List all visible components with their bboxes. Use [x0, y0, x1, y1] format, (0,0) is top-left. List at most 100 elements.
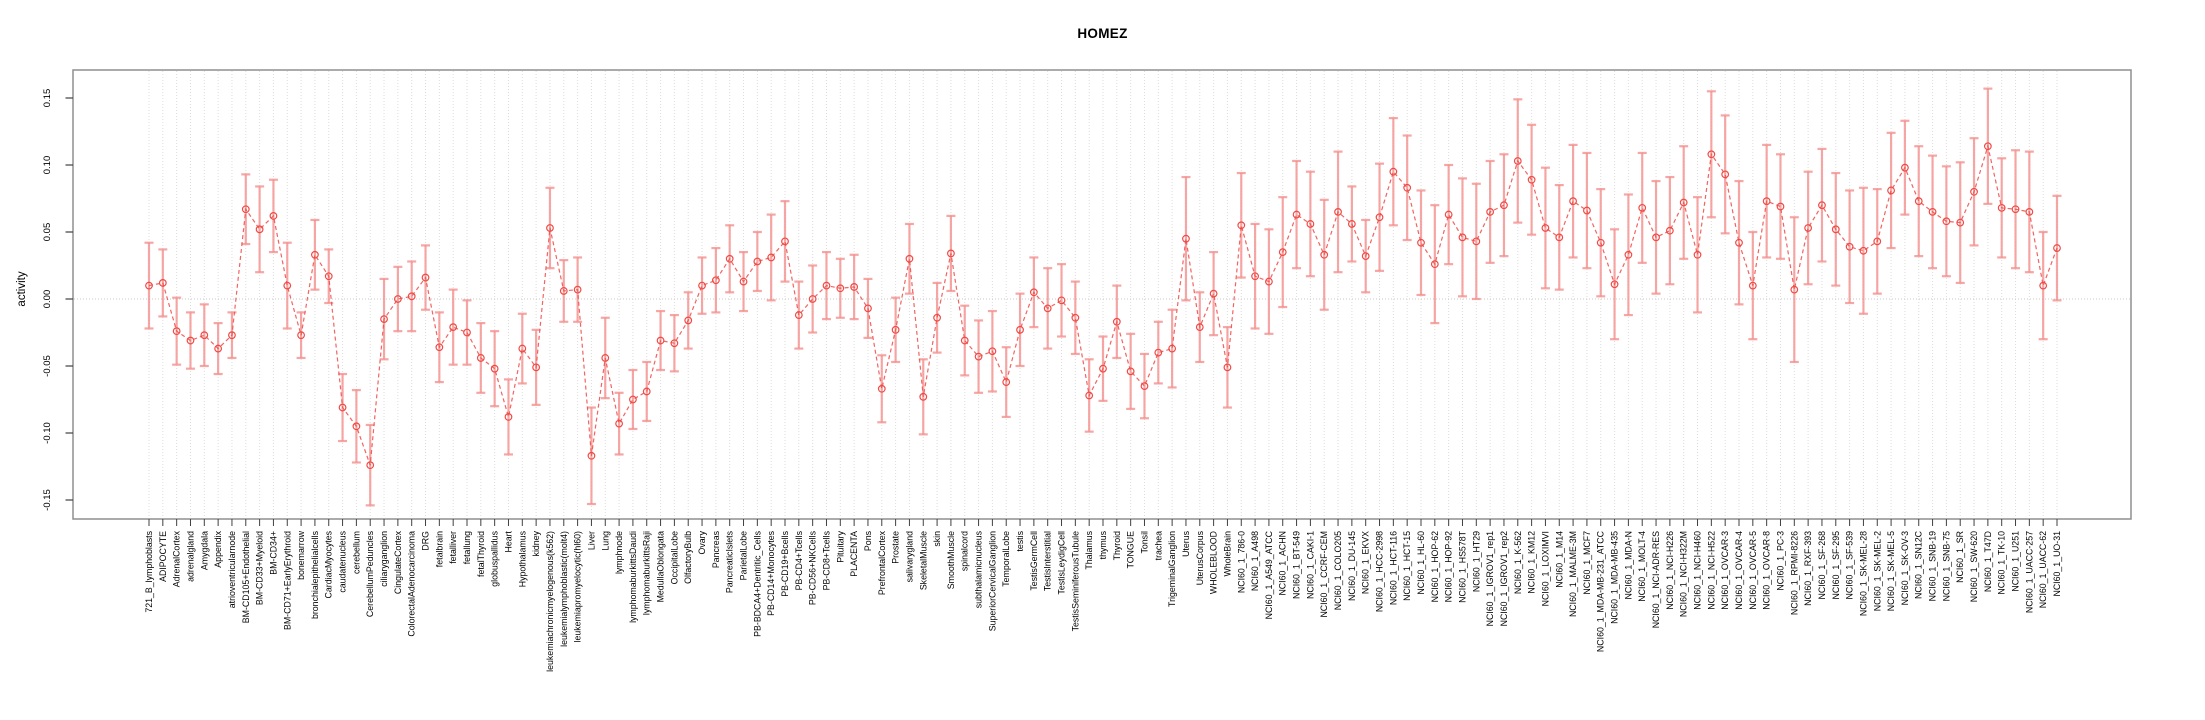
- x-tick-label: PrefrontalCortex: [877, 530, 887, 595]
- data-point: [905, 254, 914, 263]
- x-tick-label: NCI60_1_PC-3: [1775, 531, 1785, 591]
- data-point: [1776, 202, 1785, 211]
- data-point: [656, 336, 665, 345]
- data-point: [1859, 246, 1868, 255]
- data-point: [1956, 218, 1965, 227]
- x-tick-label: NCI60_1_CAKI-1: [1305, 531, 1315, 599]
- x-tick-label: NCI60_1_T47D: [1983, 531, 1993, 592]
- x-tick-label: TONGUE: [1126, 531, 1136, 569]
- data-point: [352, 422, 361, 431]
- data-point: [490, 364, 499, 373]
- data-point: [1306, 220, 1315, 228]
- data-point: [1265, 277, 1273, 286]
- data-point: [1527, 175, 1536, 184]
- x-tick-label: NCI60_1_SR: [1955, 531, 1965, 583]
- x-tick-label: NCI60_1_NCI-H522: [1706, 531, 1716, 610]
- x-tick-label: spinalcord: [960, 531, 970, 571]
- data-point: [1195, 323, 1204, 332]
- x-tick-label: NCI60_1_SF-295: [1831, 531, 1841, 600]
- data-point: [1624, 250, 1633, 259]
- x-tick-label: NCI60_1_A549_ATCC: [1264, 530, 1274, 619]
- data-point: [1417, 238, 1425, 247]
- data-point: [794, 311, 803, 319]
- data-point: [1278, 248, 1287, 257]
- x-tick-label: Heart: [503, 530, 513, 552]
- data-point: [172, 327, 181, 336]
- data-point: [1292, 210, 1301, 219]
- x-tick-label: Pons: [863, 530, 873, 551]
- x-tick-label: Pituitary: [835, 530, 845, 562]
- x-tick-label: skin: [932, 531, 942, 547]
- x-tick-label: NCI60_1_MDA-N: [1623, 531, 1633, 599]
- plot-box: [72, 69, 2132, 520]
- data-point: [1320, 250, 1329, 259]
- data-point: [642, 387, 651, 396]
- x-tick-label: BM-CD33+Myeloid: [255, 531, 265, 605]
- x-tick-label: NCI60_1_SNB-19: [1928, 531, 1938, 602]
- data-point: [1693, 250, 1702, 259]
- x-tick-label: TestisGermCell: [1029, 531, 1039, 591]
- x-tick-label: NCI60_1_CCRF-CEM: [1319, 531, 1329, 618]
- data-point: [2025, 207, 2034, 216]
- data-point: [1887, 186, 1895, 195]
- data-point: [324, 272, 333, 281]
- x-tick-label: subthalamicnucleus: [974, 530, 984, 608]
- x-tick-label: NCI60_1_HCC-2998: [1375, 531, 1385, 612]
- x-tick-label: NCI60_1_TK-10: [1997, 531, 2007, 595]
- x-tick-label: Appendix: [213, 530, 223, 567]
- data-point: [546, 224, 554, 232]
- data-point: [615, 419, 623, 428]
- data-point: [255, 225, 264, 234]
- x-tick-label: TestisSeminiferousTubule: [1070, 531, 1080, 632]
- data-point: [1818, 201, 1826, 210]
- x-tick-label: BM-CD71+EarlyErythroid: [282, 531, 292, 630]
- data-point: [767, 253, 776, 262]
- data-point: [1970, 187, 1978, 196]
- data-point: [200, 331, 209, 340]
- x-tick-label: NCI60_1_NCI-H322M: [1679, 531, 1689, 617]
- data-point: [145, 281, 153, 290]
- x-tick-label: NCI60_1_SK-OV-3: [1900, 531, 1910, 605]
- x-tick-label: NCI60_1_IGROV1_rep2: [1499, 531, 1509, 626]
- x-tick-label: NCI60_1_OVCAR-3: [1720, 531, 1730, 610]
- x-tick-label: Liver: [586, 531, 596, 550]
- x-tick-label: NCI60_1_U251: [2011, 531, 2021, 592]
- x-tick-label: NCI60_1_SF-539: [1845, 531, 1855, 600]
- data-point: [1735, 238, 1743, 247]
- x-tick-label: NCI60_1_MALME-3M: [1568, 531, 1578, 617]
- x-tick-label: NCI60_1_SK-MEL-28: [1858, 531, 1868, 616]
- data-point: [2053, 244, 2061, 252]
- x-tick-label: NCI60_1_SN12C: [1914, 530, 1924, 599]
- x-tick-label: Tonsil: [1139, 531, 1149, 554]
- x-tick-label: globuspallidus: [490, 530, 500, 586]
- data-point: [311, 250, 319, 259]
- x-tick-label: UterusCorpus: [1195, 530, 1205, 585]
- x-tick-label: ciliaryganglion: [379, 531, 389, 587]
- x-tick-label: NCI60_1_MDA-MB-435: [1610, 531, 1620, 624]
- series-line: [148, 143, 2058, 466]
- data-point: [877, 384, 886, 393]
- data-point: [1804, 224, 1813, 232]
- data-point: [1002, 378, 1011, 386]
- x-tick-label: PB-CD14+Monocytes: [766, 530, 776, 615]
- x-tick-label: NCI60_1_HCT-15: [1402, 531, 1412, 601]
- x-tick-label: Prostate: [891, 531, 901, 564]
- x-tick-label: NCI60_1_A498: [1250, 531, 1260, 591]
- x-tick-label: NCI60_1_M14: [1554, 531, 1564, 588]
- data-point: [753, 257, 762, 266]
- data-point: [1555, 233, 1564, 242]
- y-tick-label: 0.05: [42, 223, 53, 242]
- x-tick-label: bronchialepithelialcells: [310, 530, 320, 619]
- x-tick-label: atrioventricularnode: [227, 531, 237, 608]
- x-tick-label: caudatenucleus: [338, 530, 348, 592]
- data-point: [1513, 157, 1522, 165]
- x-tick-label: AdrenalCortex: [172, 530, 182, 587]
- data-point: [670, 339, 679, 348]
- x-tick-label: cerebellum: [351, 531, 361, 574]
- data-point: [1638, 203, 1647, 212]
- x-tick-label: leukemiachronicmyelogenous(k562): [545, 531, 555, 672]
- data-point: [1569, 197, 1577, 206]
- data-point: [822, 281, 831, 290]
- x-tick-label: lymphomaburkittsRaji: [642, 531, 652, 615]
